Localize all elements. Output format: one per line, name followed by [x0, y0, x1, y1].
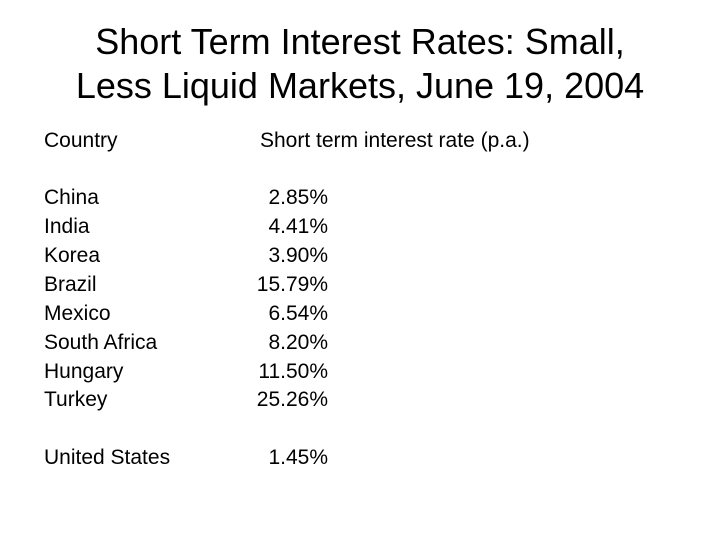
country-cell: Korea: [44, 244, 101, 267]
country-cell: Turkey: [44, 388, 108, 411]
rate-cell: 3.90%: [268, 244, 328, 267]
rate-cell: 8.20%: [268, 331, 328, 354]
slide-title-line-2: Less Liquid Markets, June 19, 2004: [75, 65, 645, 106]
country-column-header: Country: [44, 129, 118, 152]
country-cell: Hungary: [44, 360, 124, 383]
country-cell: India: [44, 215, 90, 238]
country-cell: Brazil: [44, 273, 97, 296]
country-cell: South Africa: [44, 331, 158, 354]
us-rate-cell: 1.45%: [268, 446, 328, 469]
country-cell: China: [44, 186, 99, 209]
rate-cell: 25.26%: [256, 388, 328, 411]
us-country-cell: United States: [44, 446, 171, 469]
country-cell: Mexico: [44, 302, 111, 325]
rate-column-header: Short term interest rate (p.a.): [260, 129, 530, 152]
rate-cell: 15.79%: [256, 273, 328, 296]
slide-title-line-1: Short Term Interest Rates: Small,: [95, 21, 625, 62]
rate-cell: 11.50%: [258, 360, 328, 383]
rate-cell: 2.85%: [268, 186, 328, 209]
rate-cell: 6.54%: [268, 302, 328, 325]
rate-cell: 4.41%: [268, 215, 328, 238]
slide-title: Short Term Interest Rates: Small, Less L…: [20, 20, 700, 108]
